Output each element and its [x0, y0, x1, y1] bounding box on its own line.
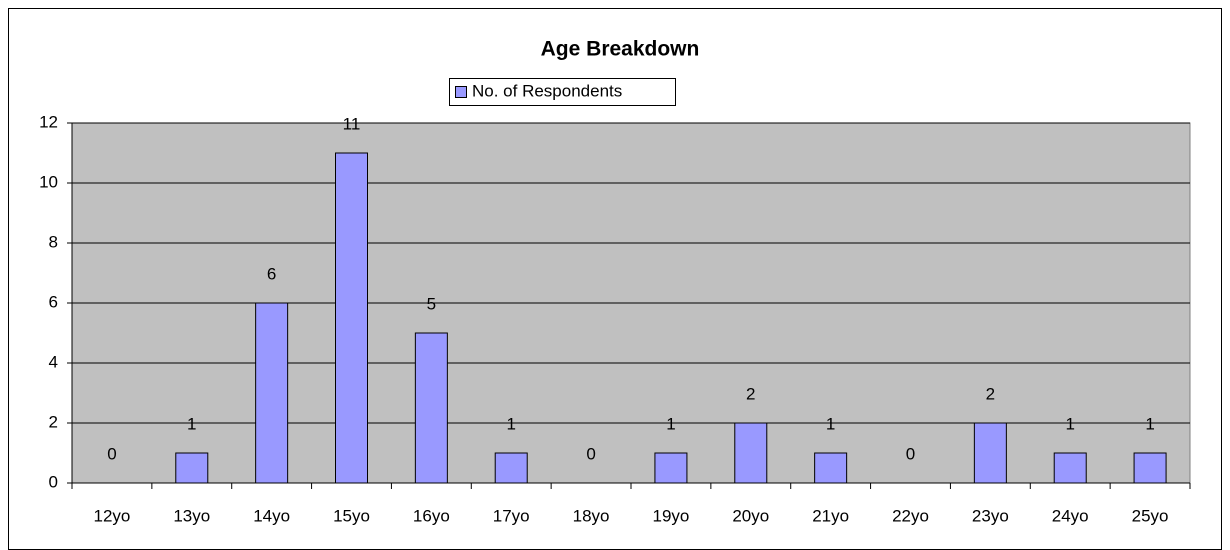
x-tick-label: 20yo — [732, 506, 769, 525]
legend-swatch — [455, 86, 467, 98]
data-label: 6 — [267, 264, 276, 283]
y-tick-label: 8 — [49, 232, 58, 251]
bar — [1053, 452, 1087, 484]
bar — [1133, 452, 1167, 484]
x-tick-label: 16yo — [413, 506, 450, 525]
data-label: 0 — [586, 444, 595, 463]
data-label: 1 — [826, 414, 835, 433]
chart-title: Age Breakdown — [541, 38, 700, 61]
x-tick-label: 18yo — [573, 506, 610, 525]
data-label: 5 — [427, 294, 436, 313]
x-tick-label: 15yo — [333, 506, 370, 525]
legend — [449, 78, 676, 106]
bar — [494, 452, 528, 484]
y-tick-label: 10 — [39, 172, 58, 191]
legend-label: No. of Respondents — [472, 81, 622, 100]
x-tick-label: 23yo — [972, 506, 1009, 525]
x-tick-label: 17yo — [493, 506, 530, 525]
data-label: 1 — [1065, 414, 1074, 433]
data-label: 0 — [906, 444, 915, 463]
data-label: 1 — [506, 414, 515, 433]
bar — [255, 302, 289, 484]
bar — [335, 152, 368, 484]
bar — [734, 422, 768, 484]
x-tick-label: 13yo — [173, 506, 210, 525]
data-label: 1 — [187, 414, 196, 433]
y-tick-label: 12 — [39, 112, 58, 131]
x-tick-label: 25yo — [1132, 506, 1169, 525]
data-label: 1 — [666, 414, 675, 433]
bar — [175, 452, 209, 484]
data-label: 2 — [746, 384, 755, 403]
y-tick-label: 0 — [49, 472, 58, 491]
x-tick-label: 19yo — [652, 506, 689, 525]
x-tick-label: 21yo — [812, 506, 849, 525]
data-label: 2 — [986, 384, 995, 403]
data-label: 1 — [1145, 414, 1154, 433]
legend-box — [449, 78, 676, 106]
x-tick-label: 22yo — [892, 506, 929, 525]
bar — [654, 452, 688, 484]
bar — [973, 422, 1007, 484]
data-label: 0 — [107, 444, 116, 463]
y-tick-label: 6 — [49, 292, 58, 311]
y-tick-label: 2 — [49, 412, 58, 431]
data-label: 11 — [343, 114, 361, 133]
y-tick-label: 4 — [49, 352, 58, 371]
bar — [814, 452, 848, 484]
x-tick-label: 24yo — [1052, 506, 1089, 525]
bar — [414, 332, 448, 484]
x-tick-label: 14yo — [253, 506, 290, 525]
x-tick-label: 12yo — [93, 506, 130, 525]
